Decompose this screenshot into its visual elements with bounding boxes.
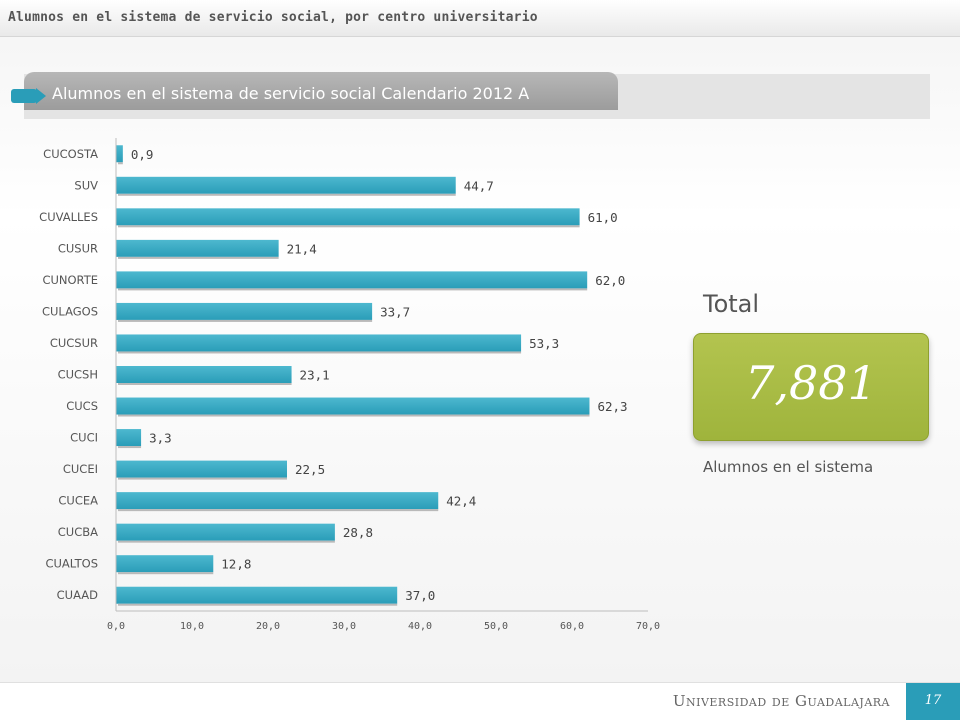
data-label: 37,0: [405, 588, 435, 603]
category-label: CUAAD: [57, 588, 99, 602]
bar-cuvalles: [116, 208, 580, 226]
bar-shadow: [118, 225, 580, 228]
footer: Universidad de Guadalajara: [0, 682, 960, 721]
category-label: CUCS: [66, 399, 98, 413]
category-label: CUCEI: [63, 462, 98, 476]
category-label: CUCOSTA: [43, 147, 98, 161]
x-axis: 0,0 10,0 20,0 30,0 40,0 50,0 60,0 70,0: [107, 138, 660, 632]
total-label: Total: [703, 290, 760, 318]
data-label: 42,4: [446, 494, 476, 509]
arrow-marker-icon: [11, 88, 46, 104]
bar-culagos: [116, 302, 373, 320]
category-label: CUCBA: [58, 525, 98, 539]
data-label: 22,5: [295, 462, 325, 477]
bar-shadow: [118, 414, 590, 417]
page-number-badge: 17: [906, 683, 960, 720]
category-label: CUCI: [70, 431, 98, 445]
bar-shadow: [118, 193, 456, 196]
category-label: SUV: [74, 178, 98, 192]
bar-cusur: [116, 239, 279, 257]
data-label: 21,4: [287, 241, 317, 256]
x-tick-label: 10,0: [180, 621, 204, 632]
bar-cucs: [116, 397, 590, 415]
data-label: 3,3: [149, 431, 172, 446]
data-label: 53,3: [529, 336, 559, 351]
category-label: CUALTOS: [45, 557, 98, 571]
section-tab: [24, 72, 618, 110]
bar-cunorte: [116, 271, 588, 289]
university-logo: Universidad de Guadalajara: [672, 692, 890, 710]
bar-cuci: [116, 429, 142, 447]
bar-cualtos: [116, 555, 214, 573]
category-label: CUNORTE: [42, 273, 98, 287]
bar-shadow: [118, 509, 439, 512]
bar-cucea: [116, 492, 439, 510]
data-label: 62,3: [597, 399, 627, 414]
data-label: 33,7: [380, 304, 410, 319]
total-value: 7,881: [745, 356, 877, 410]
bar-shadow: [118, 477, 287, 480]
category-label: CULAGOS: [42, 304, 98, 318]
page-title: Alumnos en el sistema de servicio social…: [8, 10, 538, 25]
x-tick-label: 60,0: [560, 621, 584, 632]
bar-cucosta: [116, 145, 123, 163]
bar-cucsh: [116, 366, 292, 383]
bar-shadow: [118, 540, 335, 543]
x-tick-label: 0,0: [107, 621, 125, 632]
x-tick-label: 40,0: [408, 621, 432, 632]
bar-shadow: [118, 572, 214, 575]
top-header-bar: Alumnos en el sistema de servicio social…: [0, 0, 960, 37]
bar-cucei: [116, 460, 287, 478]
category-label: CUSUR: [58, 241, 98, 255]
data-label: 61,0: [588, 210, 618, 225]
section-title: Alumnos en el sistema de servicio social…: [52, 84, 530, 103]
total-value-box: 7,881: [693, 333, 929, 441]
bar-shadow: [118, 383, 292, 385]
x-tick-label: 30,0: [332, 621, 356, 632]
bar-shadow: [118, 162, 123, 165]
bar-cucsur: [116, 334, 522, 352]
labels-layer: CUCOSTA 0,9 SUV 44,7 CUVALLES 61,0 CUSUR 21,4 CU…: [39, 147, 627, 603]
category-label: CUVALLES: [39, 210, 98, 224]
bars-layer: [116, 145, 590, 606]
data-label: 62,0: [595, 273, 625, 288]
total-caption: Alumnos en el sistema: [703, 458, 874, 476]
bar-shadow: [118, 351, 522, 354]
page-number: 17: [924, 693, 942, 708]
bar-cucba: [116, 523, 335, 541]
bar-cuaad: [116, 586, 398, 604]
bar-shadow: [118, 288, 588, 291]
data-label: 12,8: [221, 557, 251, 572]
data-label: 44,7: [464, 178, 494, 193]
x-tick-label: 20,0: [256, 621, 280, 632]
bar-shadow: [118, 256, 279, 259]
x-tick-label: 50,0: [484, 621, 508, 632]
data-label: 28,8: [343, 525, 373, 540]
bar-shadow: [118, 446, 142, 449]
bar-shadow: [118, 603, 398, 606]
category-label: CUCSUR: [50, 336, 98, 350]
data-label: 23,1: [300, 368, 330, 383]
x-tick-label: 70,0: [636, 621, 660, 632]
category-label: CUCEA: [58, 494, 98, 508]
data-label: 0,9: [131, 147, 154, 162]
category-label: CUCSH: [58, 368, 98, 382]
bar-shadow: [118, 319, 373, 322]
bar-suv: [116, 176, 456, 194]
